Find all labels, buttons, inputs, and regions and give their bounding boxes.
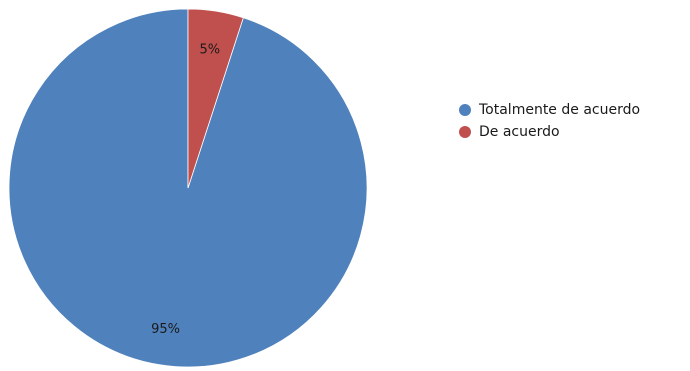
legend-marker-de-acuerdo — [459, 126, 471, 138]
slice-label-totalmente-de-acuerdo: 95% — [151, 322, 180, 337]
pie-slices — [8, 8, 368, 368]
legend-label-totalmente-de-acuerdo: Totalmente de acuerdo — [478, 102, 640, 118]
legend-label-de-acuerdo: De acuerdo — [479, 124, 560, 140]
pie-slice-totalmente-de-acuerdo — [8, 8, 368, 368]
legend-marker-totalmente-de-acuerdo — [459, 104, 471, 116]
pie-slice-labels: 95% 5% — [151, 43, 220, 337]
pie-slice-de-acuerdo — [187, 8, 244, 189]
legend: Totalmente de acuerdo De acuerdo — [459, 102, 640, 140]
slice-label-de-acuerdo: 5% — [199, 43, 220, 58]
